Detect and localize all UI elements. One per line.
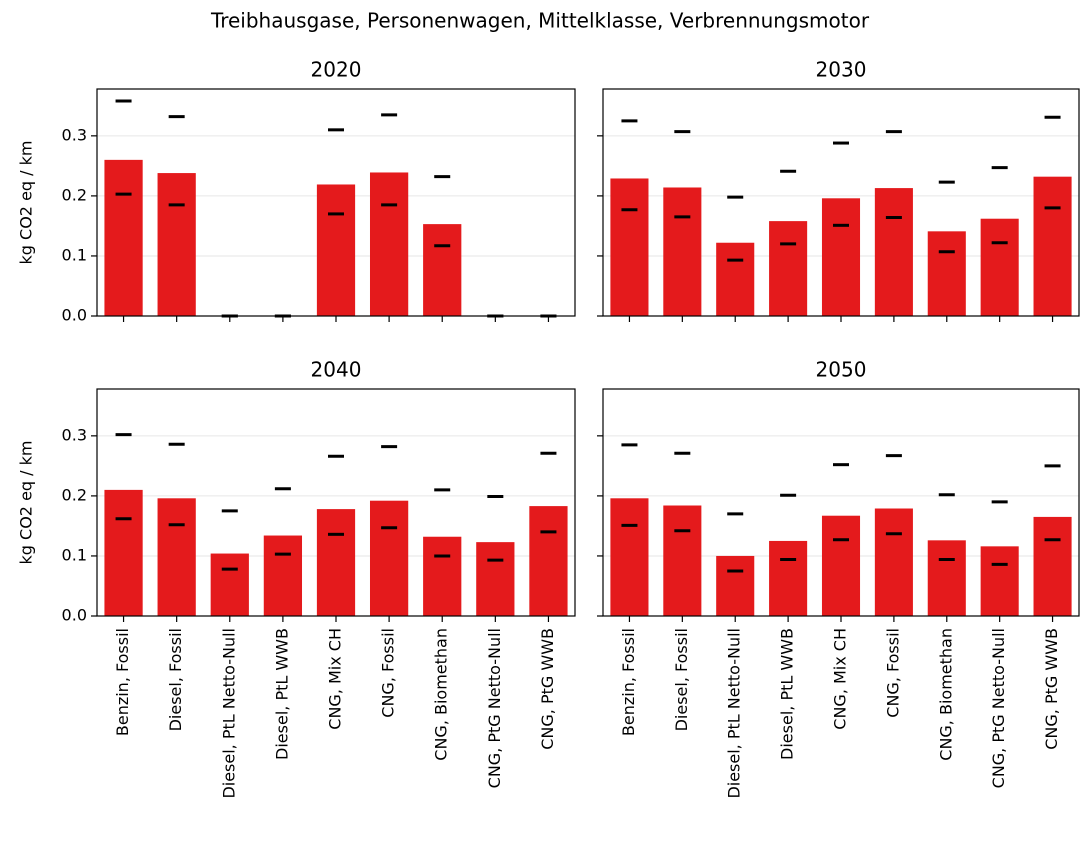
y-tick-label: 0.2 [62, 485, 87, 504]
x-tick-label: Diesel, Fossil [672, 628, 691, 731]
y-tick-label: 0.0 [62, 606, 87, 625]
bar [610, 178, 649, 316]
x-tick-label: Diesel, Fossil [166, 628, 185, 731]
bar [874, 508, 913, 616]
x-tick-label: Benzin, Fossil [619, 628, 638, 736]
panel-title: 2050 [816, 358, 867, 382]
bar [157, 498, 196, 616]
bar [716, 242, 755, 316]
bar [769, 540, 808, 616]
bar [1033, 516, 1072, 616]
bar [157, 173, 196, 316]
bar [423, 224, 462, 316]
y-tick-label: 0.0 [62, 306, 87, 325]
x-tick-label: Diesel, PtL Netto-Null [725, 628, 744, 799]
panel-title: 2040 [311, 358, 362, 382]
bar [369, 172, 409, 316]
bar [874, 188, 913, 316]
x-tick-label: CNG, Biomethan [936, 628, 955, 761]
x-tick-label: Diesel, PtL Netto-Null [219, 628, 238, 799]
x-tick-label: CNG, Mix CH [326, 628, 345, 730]
x-tick-label: Diesel, PtL WWB [272, 628, 291, 760]
plot-frame [96, 388, 576, 617]
bar [104, 489, 143, 616]
bar [716, 555, 755, 616]
bar [610, 498, 649, 616]
bar [821, 515, 861, 616]
plot-frame [602, 388, 1080, 617]
x-tick-label: Benzin, Fossil [113, 628, 132, 736]
bar [369, 500, 409, 616]
bar [316, 509, 356, 616]
bar [927, 231, 966, 316]
x-tick-label: CNG, PtG Netto-Null [485, 628, 504, 788]
bar [210, 553, 249, 616]
bar [769, 221, 808, 316]
bar [476, 542, 515, 616]
y-tick-label: 0.1 [62, 245, 87, 264]
plot-frame [96, 88, 576, 317]
bar [927, 540, 966, 616]
bar [104, 159, 143, 316]
x-tick-label: CNG, Mix CH [831, 628, 850, 730]
panel-title: 2020 [311, 58, 362, 82]
y-axis-label: kg CO2 eq / km [17, 141, 36, 265]
bar [980, 218, 1019, 316]
figure-title: Treibhausgase, Personenwagen, Mittelklas… [210, 9, 870, 33]
y-axis-label: kg CO2 eq / km [17, 441, 36, 565]
x-tick-label: CNG, Fossil [379, 628, 398, 718]
plot-frame [602, 88, 1080, 317]
x-tick-label: CNG, Fossil [883, 628, 902, 718]
bar [1033, 176, 1072, 316]
y-tick-label: 0.1 [62, 545, 87, 564]
x-tick-label: CNG, PtG WWB [1042, 628, 1061, 750]
y-tick-label: 0.2 [62, 185, 87, 204]
panel-title: 2030 [816, 58, 867, 82]
bar [263, 535, 303, 616]
x-tick-label: CNG, Biomethan [432, 628, 451, 761]
bar [423, 536, 462, 616]
x-tick-label: CNG, PtG WWB [538, 628, 557, 750]
y-tick-label: 0.3 [62, 425, 87, 444]
bar [980, 546, 1019, 616]
x-tick-label: CNG, PtG Netto-Null [989, 628, 1008, 788]
bar [529, 506, 568, 616]
bar [316, 184, 356, 316]
bar [663, 505, 702, 616]
bar [821, 198, 861, 316]
y-tick-label: 0.3 [62, 125, 87, 144]
x-tick-label: Diesel, PtL WWB [778, 628, 797, 760]
bar [663, 187, 702, 316]
